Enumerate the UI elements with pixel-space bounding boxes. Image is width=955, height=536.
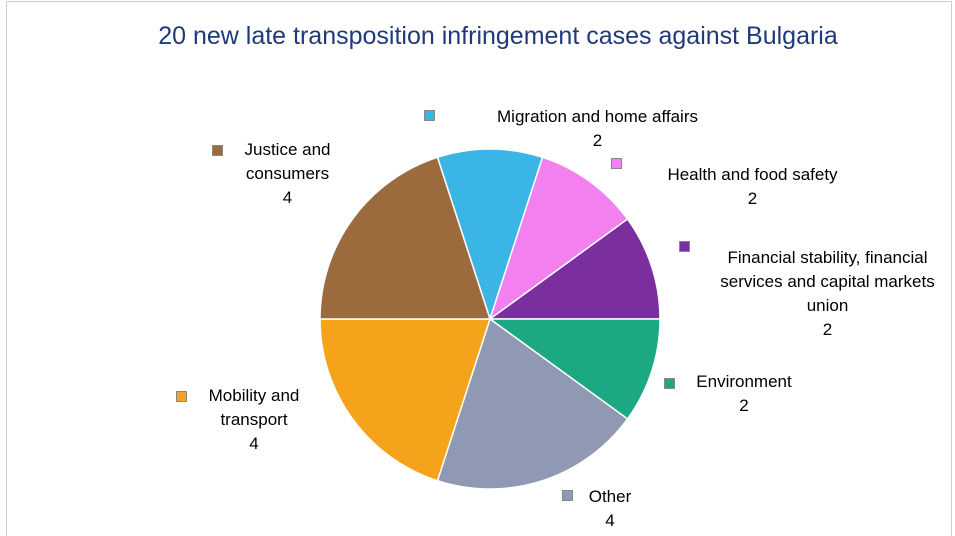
- pie-slice: [487, 218, 661, 320]
- data-label: Environment 2: [680, 370, 808, 418]
- label-value: 2: [592, 131, 603, 150]
- legend-marker: [664, 378, 675, 389]
- legend-marker: [611, 158, 622, 169]
- label-value: 4: [249, 434, 259, 453]
- label-value: 4: [282, 188, 293, 207]
- pie-slice: [319, 156, 492, 320]
- legend-marker: [212, 145, 223, 156]
- data-label: Mobility and transport 4: [195, 384, 313, 456]
- legend-marker: [562, 490, 573, 501]
- chart-title: 20 new late transposition infringement c…: [158, 22, 838, 50]
- label-name: Environment: [696, 372, 792, 391]
- pie-slice: [487, 318, 661, 420]
- data-label: Financial stability, financial services …: [700, 246, 955, 342]
- pie-slice: [319, 318, 492, 482]
- legend-marker: [679, 241, 690, 252]
- chart-frame: [6, 1, 952, 536]
- legend-marker: [176, 391, 187, 402]
- label-name: Justice and consumers: [244, 140, 331, 183]
- label-name: Migration and home affairs: [497, 107, 698, 126]
- data-label: Migration and home affairs 2: [470, 105, 725, 153]
- label-name: Health and food safety: [667, 165, 838, 184]
- pie-slice: [436, 148, 544, 322]
- data-label: Other 4: [580, 485, 640, 533]
- data-label: Justice and consumers 4: [230, 138, 345, 210]
- label-value: 4: [605, 511, 615, 530]
- pie-slice: [436, 317, 629, 490]
- label-name: Other: [588, 487, 632, 506]
- label-value: 2: [822, 320, 833, 339]
- data-label: Health and food safety 2: [630, 163, 875, 211]
- label-value: 2: [739, 396, 749, 415]
- label-value: 2: [747, 189, 758, 208]
- label-name: Mobility and transport: [208, 386, 300, 429]
- pie-slice: [488, 156, 629, 321]
- legend-marker: [424, 110, 435, 121]
- label-name: Financial stability, financial services …: [720, 248, 935, 315]
